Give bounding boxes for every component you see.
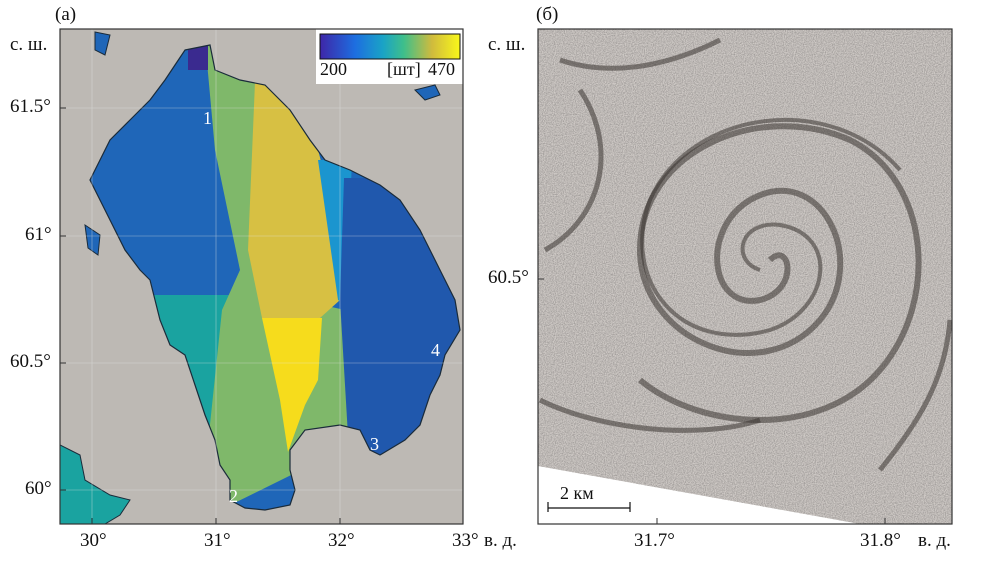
region-yellow-muted (248, 82, 340, 318)
colorbar-min: 200 (320, 59, 347, 79)
lon-tick: 30° (80, 530, 107, 551)
ticks-a (60, 107, 341, 524)
lon-tick: 31.8° (860, 530, 901, 551)
point-label-3: 3 (370, 434, 379, 454)
panel-a-label: (a) (55, 4, 77, 25)
sar-image-panel-b (538, 29, 952, 524)
scale-bar-label: 2 км (560, 483, 594, 503)
ticks-b (538, 278, 886, 524)
lat-tick: 60° (25, 478, 52, 499)
region-yellow (262, 318, 322, 452)
lat-tick: 60.5° (488, 267, 529, 288)
lon-tick: 32° (328, 530, 355, 551)
lat-tick: 60.5° (10, 351, 51, 372)
colorbar-max: 470 (428, 59, 455, 79)
point-label-1: 1 (203, 108, 212, 128)
frame-a (59, 28, 464, 525)
lake-small-ne (414, 84, 441, 101)
lat-tick: 61.5° (10, 96, 51, 117)
eddy-slicks (538, 37, 952, 472)
lon-unit-b: в. д. (918, 530, 951, 551)
lat-tick: 61° (25, 224, 52, 245)
lat-unit-b: с. ш. (488, 34, 526, 55)
lake-small-sw (60, 444, 131, 524)
lon-tick: 31° (204, 530, 231, 551)
colorbar-unit: [шт] (387, 59, 421, 79)
lon-tick: 31.7° (634, 530, 675, 551)
scale-bar-line (547, 502, 631, 512)
map-panel-a (60, 29, 463, 524)
lon-tick: 33° (452, 530, 479, 551)
lat-unit-a: с. ш. (10, 34, 48, 55)
point-label-2: 2 (229, 486, 238, 506)
lon-unit-a: в. д. (484, 530, 517, 551)
point-label-4: 4 (431, 340, 440, 360)
graticule (60, 29, 463, 524)
frame-b (537, 28, 953, 525)
colorbar (319, 33, 461, 60)
panel-b-label: (б) (536, 4, 559, 25)
